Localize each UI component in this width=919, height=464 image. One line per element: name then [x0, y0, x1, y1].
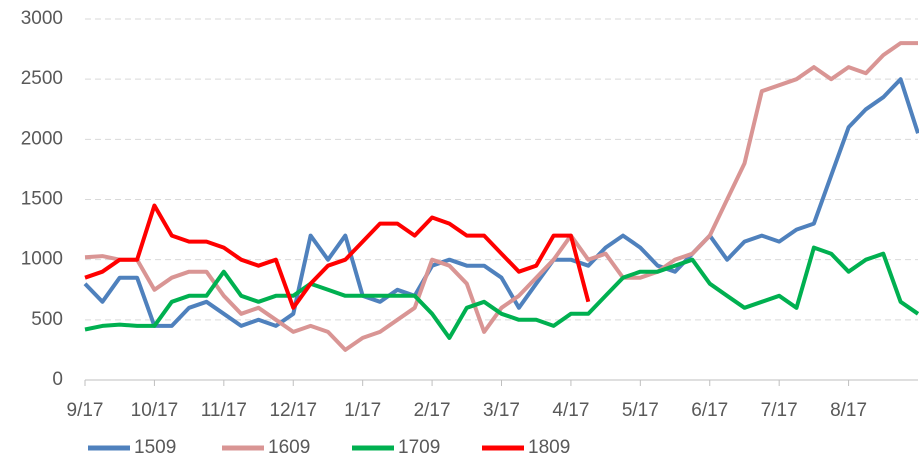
legend-label: 1709 [398, 437, 440, 458]
series-line [84, 41, 918, 352]
x-tick-label: 10/17 [131, 400, 179, 421]
y-tick-label: 3000 [21, 8, 63, 29]
x-tick-label: 6/17 [691, 400, 728, 421]
y-tick-label: 1500 [21, 189, 63, 210]
y-tick-label: 500 [31, 309, 63, 330]
x-tick-label: 5/17 [622, 400, 659, 421]
legend-label: 1609 [268, 437, 310, 458]
legend-label: 1809 [528, 437, 570, 458]
x-tick-label: 9/17 [67, 400, 104, 421]
x-tick-label: 1/17 [344, 400, 381, 421]
y-tick-label: 2500 [21, 68, 63, 89]
series-line [83, 77, 919, 328]
x-tick-label: 11/17 [201, 400, 247, 421]
x-tick-label: 12/17 [269, 400, 317, 421]
x-tick-label: 3/17 [483, 400, 520, 421]
y-tick-label: 2000 [21, 128, 63, 149]
y-tick-label: 0 [52, 369, 63, 390]
x-tick-label: 8/17 [830, 400, 867, 421]
x-tick-label: 7/17 [761, 400, 798, 421]
series-line [84, 245, 919, 340]
x-tick-label: 4/17 [552, 400, 589, 421]
x-tick-label: 2/17 [414, 400, 451, 421]
series-line [84, 203, 591, 310]
legend-label: 1509 [134, 437, 176, 458]
y-tick-label: 1000 [21, 249, 63, 270]
